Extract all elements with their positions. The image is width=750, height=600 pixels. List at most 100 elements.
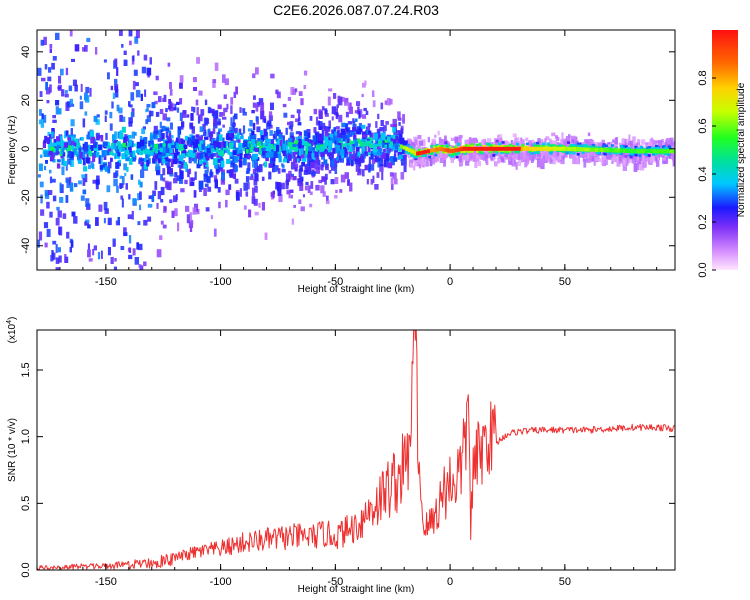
spectrogram-ridge-cell [430, 149, 433, 153]
spectrogram-noise-cell [85, 87, 89, 93]
spectrogram-core-cell [399, 155, 403, 159]
snr-multiplier: (x104) [6, 317, 18, 344]
spectrogram-noise-cell [371, 179, 373, 185]
spectrogram-noise-cell [315, 185, 319, 191]
spectrogram-core-cell [179, 144, 183, 151]
spectrogram-core-cell [228, 137, 232, 140]
spectrogram-noise-cell [40, 182, 44, 188]
spectrogram-noise-cell [459, 156, 462, 162]
spectrogram-noise-cell [300, 98, 303, 105]
spectrogram-core-cell [251, 139, 255, 144]
spectrogram-noise-cell [56, 257, 60, 264]
spectrogram-core-cell [115, 162, 119, 169]
spectrogram-ridge-cell [667, 149, 670, 153]
spectrogram-noise-cell [281, 183, 285, 190]
spectrogram-noise-cell [128, 255, 132, 259]
spectrogram-core-cell [268, 151, 272, 154]
y-tick-label: 40 [20, 46, 32, 58]
spectrogram-core-cell [389, 145, 393, 148]
spectrogram-ridge-cell [466, 147, 469, 151]
spectrogram-noise-cell [551, 133, 555, 137]
spectrogram-core-cell [90, 137, 94, 144]
spectrogram-ridge-cell [540, 147, 543, 151]
spectrogram-noise-cell [94, 116, 98, 122]
spectrogram-noise-cell [128, 101, 131, 107]
spectrogram-noise-cell [323, 191, 326, 197]
spectrogram-core-cell [456, 156, 459, 159]
spectrogram-noise-cell [143, 220, 147, 226]
spectrogram-noise-cell [428, 137, 430, 143]
spectrogram-noise-cell [268, 172, 271, 180]
spectrogram-noise-cell [304, 71, 307, 76]
spectrogram-core-cell [292, 144, 296, 147]
spectrogram-noise-cell [401, 172, 405, 180]
spectrogram-ridge-cell [617, 149, 620, 153]
spectrogram-noise-cell [335, 177, 339, 184]
spectrogram-noise-cell [50, 44, 53, 49]
spectrogram-core-cell [422, 154, 425, 157]
spectrogram-noise-cell [332, 159, 335, 167]
spectrogram-ridge-cell [623, 149, 626, 153]
spectrogram-noise-cell [494, 161, 498, 166]
spectrogram-noise-cell [158, 138, 162, 142]
spectrogram-ridge-cell [592, 148, 595, 152]
spectrogram-noise-cell [108, 247, 111, 255]
spectrogram-core-cell [368, 141, 371, 147]
spectrogram-core-cell [347, 139, 350, 143]
spectrogram-noise-cell [141, 128, 145, 134]
spectrogram-noise-cell [193, 87, 197, 91]
spectrogram-core-cell [219, 134, 223, 141]
spectrogram-noise-cell [156, 170, 160, 175]
spectrogram-noise-cell [88, 243, 90, 249]
spectrogram-noise-cell [96, 176, 100, 185]
spectrogram-noise-cell [149, 111, 151, 118]
spectrogram-noise-cell [291, 115, 295, 118]
spectrogram-core-cell [368, 131, 371, 135]
spectrogram-core-cell [49, 151, 53, 156]
spectrogram-noise-cell [240, 188, 242, 197]
colorbar-tick-label: 0.4 [697, 166, 709, 181]
spectrogram-noise-cell [623, 160, 625, 165]
spectrogram-noise-cell [52, 120, 57, 123]
spectrogram-noise-cell [557, 157, 560, 162]
spectrogram-noise-cell [305, 186, 308, 191]
spectrogram-core-cell [257, 141, 261, 145]
spectrogram-noise-cell [637, 139, 640, 143]
spectrogram-core-cell [237, 140, 240, 143]
spectrogram-noise-cell [255, 212, 259, 216]
spectrogram-ridge-cell [568, 147, 571, 151]
spectrogram-noise-cell [89, 258, 93, 261]
spectrogram-noise-cell [196, 57, 200, 64]
spectrogram-ridge-cell [598, 148, 601, 152]
spectrogram-noise-cell [159, 235, 162, 240]
spectrogram-core-cell [376, 146, 380, 149]
spectrogram-core-cell [237, 133, 240, 140]
spectrogram-noise-cell [129, 235, 131, 243]
spectrogram-core-cell [498, 143, 501, 146]
spectrogram-noise-cell [326, 196, 329, 202]
spectrogram-noise-cell [221, 172, 225, 180]
spectrogram-noise-cell [174, 208, 177, 216]
spectrogram-noise-cell [52, 253, 55, 260]
spectrogram-ridge-cell [471, 147, 474, 151]
spectrogram-noise-cell [282, 169, 286, 173]
spectrogram-ridge-cell [639, 149, 642, 153]
spectrogram-core-cell [169, 133, 172, 138]
spectrogram-noise-cell [215, 180, 218, 189]
spectrogram-noise-cell [207, 176, 211, 183]
spectrogram-noise-cell [155, 92, 158, 96]
spectrogram-ridge-cell [419, 151, 422, 155]
spectrogram-noise-cell [356, 101, 360, 106]
spectrogram-core-cell [179, 161, 182, 164]
spectrogram-noise-cell [50, 177, 52, 184]
spectrogram-noise-cell [322, 106, 325, 110]
spectrogram-noise-cell [286, 128, 288, 135]
spectrogram-core-cell [325, 136, 329, 142]
spectrogram-noise-cell [299, 169, 302, 177]
spectrogram-core-cell [140, 158, 145, 161]
spectrogram-noise-cell [288, 97, 291, 101]
spectrogram-noise-cell [184, 180, 187, 184]
spectrogram-noise-cell [336, 126, 340, 129]
spectrogram-noise-cell [121, 246, 125, 250]
spectrogram-core-cell [229, 143, 233, 149]
